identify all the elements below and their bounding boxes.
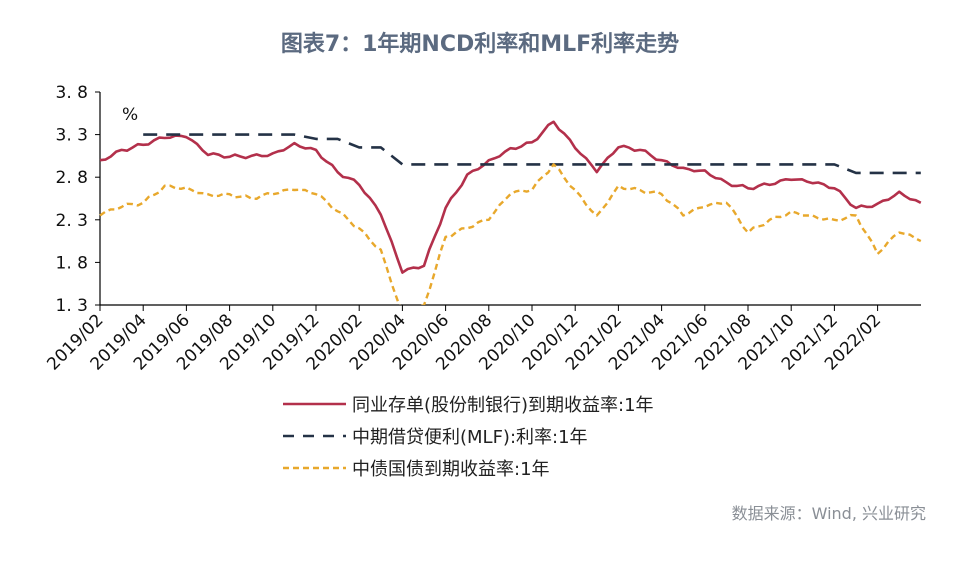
y-tick-label: 2. 3 — [56, 211, 88, 231]
source-note: 数据来源：Wind, 兴业研究 — [731, 504, 926, 523]
y-tick-label: 1. 3 — [56, 296, 88, 316]
y-tick-label: 1. 8 — [56, 253, 88, 273]
series-line-1 — [99, 120, 922, 274]
series-line-3 — [99, 163, 922, 305]
y-tick-label: 3. 3 — [56, 126, 88, 146]
y-tick-label: 2. 8 — [56, 168, 88, 188]
axes: 1. 31. 82. 32. 83. 33. 82019/022019/0420… — [43, 83, 921, 374]
y-unit-label: % — [122, 105, 138, 125]
y-tick-label: 3. 8 — [56, 83, 88, 103]
legend: 同业存单(股份制银行)到期收益率:1年中期借贷便利(MLF):利率:1年中债国债… — [283, 395, 654, 480]
chart-title: 图表7：1年期NCD利率和MLF利率走势 — [280, 32, 680, 57]
legend-label-1: 同业存单(股份制银行)到期收益率:1年 — [352, 395, 654, 416]
legend-label-3: 中债国债到期收益率:1年 — [352, 459, 550, 480]
series-line-2 — [143, 133, 921, 175]
series-lines — [99, 120, 922, 305]
legend-label-2: 中期借贷便利(MLF):利率:1年 — [352, 427, 588, 448]
